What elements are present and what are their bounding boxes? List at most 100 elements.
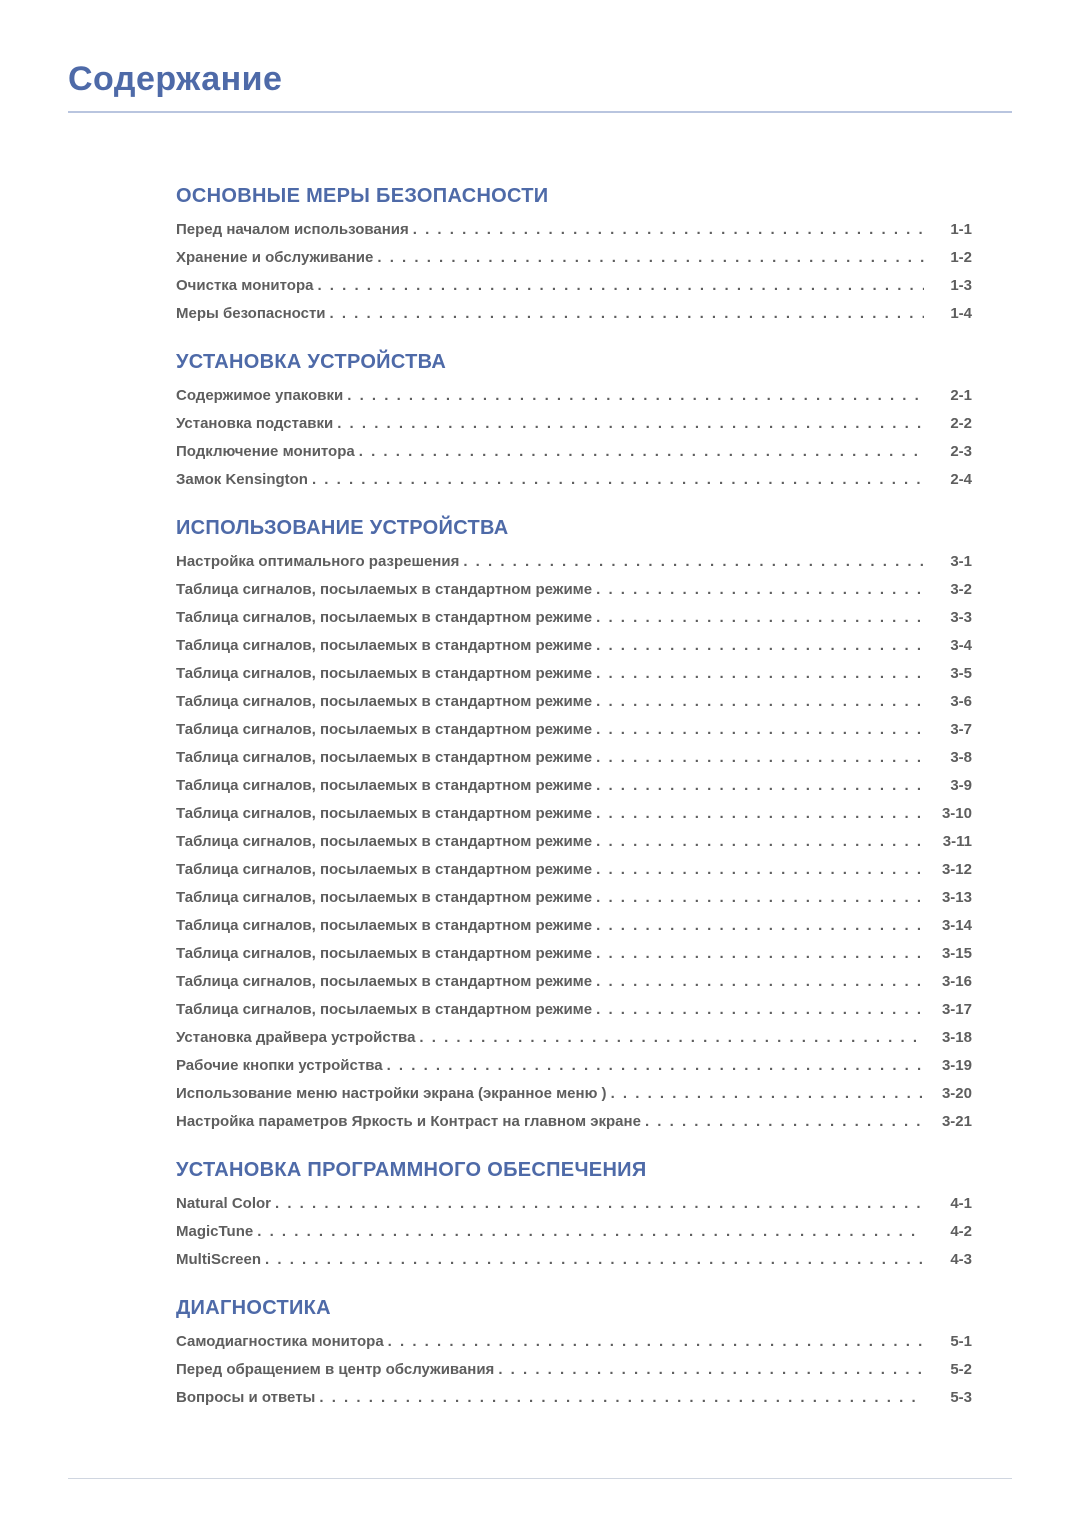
toc-entry[interactable]: Таблица сигналов, посылаемых в стандартн… (176, 946, 972, 961)
toc-entry[interactable]: Вопросы и ответы5-3 (176, 1390, 972, 1405)
section-heading: УСТАНОВКА УСТРОЙСТВА (176, 351, 972, 374)
toc-entry[interactable]: Таблица сигналов, посылаемых в стандартн… (176, 694, 972, 709)
toc-entry-label: Таблица сигналов, посылаемых в стандартн… (176, 582, 592, 597)
toc-entry[interactable]: Таблица сигналов, посылаемых в стандартн… (176, 974, 972, 989)
toc-entry-label: Настройка параметров Яркость и Контраст … (176, 1114, 641, 1129)
toc-entry-label: Самодиагностика монитора (176, 1334, 384, 1349)
toc-entry-page: 3-16 (924, 974, 972, 989)
toc-entry[interactable]: Настройка параметров Яркость и Контраст … (176, 1114, 972, 1129)
toc-entry-label: Таблица сигналов, посылаемых в стандартн… (176, 750, 592, 765)
toc-entry-label: Меры безопасности (176, 306, 326, 321)
toc-leader-dots (308, 472, 924, 487)
toc-entry-page: 5-1 (924, 1334, 972, 1349)
toc-entry[interactable]: Самодиагностика монитора 5-1 (176, 1334, 972, 1349)
toc-leader-dots (383, 1058, 924, 1073)
toc-entry[interactable]: Замок Kensington2-4 (176, 472, 972, 487)
toc-entry-page: 3-12 (924, 862, 972, 877)
toc-entry-label: Таблица сигналов, посылаемых в стандартн… (176, 862, 592, 877)
toc-leader-dots (313, 278, 924, 293)
toc-entry[interactable]: MultiScreen4-3 (176, 1252, 972, 1267)
toc-entry[interactable]: Настройка оптимального разрешения3-1 (176, 554, 972, 569)
toc-entry-page: 3-11 (924, 834, 972, 849)
toc-entry-page: 1-2 (924, 250, 972, 265)
toc-entry[interactable]: Очистка монитора1-3 (176, 278, 972, 293)
toc-leader-dots (607, 1086, 924, 1101)
toc-entry[interactable]: Содержимое упаковки 2-1 (176, 388, 972, 403)
section-heading: ИСПОЛЬЗОВАНИЕ УСТРОЙСТВА (176, 517, 972, 540)
toc-leader-dots (592, 862, 924, 877)
toc-entry-label: Использование меню настройки экрана (экр… (176, 1086, 607, 1101)
toc-leader-dots (592, 722, 924, 737)
toc-entry-page: 5-2 (924, 1362, 972, 1377)
toc-leader-dots (409, 222, 924, 237)
toc-section: ДИАГНОСТИКАСамодиагностика монитора5-1Пе… (176, 1297, 972, 1405)
toc-entry-label: Таблица сигналов, посылаемых в стандартн… (176, 610, 592, 625)
toc-entry-page: 3-10 (924, 806, 972, 821)
toc-entry-label: Хранение и обслуживание (176, 250, 373, 265)
toc-entry[interactable]: Использование меню настройки экрана (экр… (176, 1086, 972, 1101)
toc-entry-page: 3-17 (924, 1002, 972, 1017)
toc-entry[interactable]: Таблица сигналов, посылаемых в стандартн… (176, 834, 972, 849)
toc-entry[interactable]: Natural Color4-1 (176, 1196, 972, 1211)
toc-leader-dots (355, 444, 924, 459)
toc-entry[interactable]: Таблица сигналов, посылаемых в стандартн… (176, 722, 972, 737)
toc-entry-label: Таблица сигналов, посылаемых в стандартн… (176, 918, 592, 933)
toc-section: ИСПОЛЬЗОВАНИЕ УСТРОЙСТВА Настройка оптима… (176, 517, 972, 1129)
toc-leader-dots (592, 946, 924, 961)
toc-entry-page: 3-21 (924, 1114, 972, 1129)
toc-entry-label: Подключение монитора (176, 444, 355, 459)
toc-entry[interactable]: Таблица сигналов, посылаемых в стандартн… (176, 750, 972, 765)
toc-entry[interactable]: Хранение и обслуживание 1-2 (176, 250, 972, 265)
page-title: Содержание (68, 60, 1012, 113)
toc-entry-page: 3-20 (924, 1086, 972, 1101)
toc-entry-page: 2-1 (924, 388, 972, 403)
toc-leader-dots (592, 638, 924, 653)
toc-entry[interactable]: Перед обращением в центр обслуживания5-2 (176, 1362, 972, 1377)
toc-entry-label: Таблица сигналов, посылаемых в стандартн… (176, 722, 592, 737)
toc-leader-dots (592, 890, 924, 905)
toc-entry-label: Таблица сигналов, посылаемых в стандартн… (176, 974, 592, 989)
toc-entry-label: Таблица сигналов, посылаемых в стандартн… (176, 778, 592, 793)
toc-leader-dots (592, 806, 924, 821)
toc-entry[interactable]: Таблица сигналов, посылаемых в стандартн… (176, 1002, 972, 1017)
toc-leader-dots (253, 1224, 924, 1239)
toc-entry-label: Настройка оптимального разрешения (176, 554, 459, 569)
toc-entry-page: 3-18 (924, 1030, 972, 1045)
toc-entry[interactable]: Таблица сигналов, посылаемых в стандартн… (176, 666, 972, 681)
toc-entry[interactable]: Таблица сигналов, посылаемых в стандартн… (176, 918, 972, 933)
toc-entry-page: 3-8 (924, 750, 972, 765)
toc-body: ОСНОВНЫЕ МЕРЫ БЕЗОПАСНОСТИПеред началом … (68, 185, 1012, 1405)
toc-leader-dots (415, 1030, 924, 1045)
toc-entry[interactable]: Таблица сигналов, посылаемых в стандартн… (176, 890, 972, 905)
toc-entry[interactable]: Таблица сигналов, посылаемых в стандартн… (176, 806, 972, 821)
toc-entry-label: MagicTune (176, 1224, 253, 1239)
toc-entry[interactable]: Таблица сигналов, посылаемых в стандартн… (176, 778, 972, 793)
toc-leader-dots (343, 388, 924, 403)
toc-entry-page: 5-3 (924, 1390, 972, 1405)
toc-entry-page: 3-15 (924, 946, 972, 961)
toc-entry[interactable]: Меры безопасности1-4 (176, 306, 972, 321)
toc-entry[interactable]: Подключение монитора2-3 (176, 444, 972, 459)
toc-entry[interactable]: Рабочие кнопки устройства3-19 (176, 1058, 972, 1073)
toc-leader-dots (459, 554, 924, 569)
toc-entry-page: 3-5 (924, 666, 972, 681)
toc-entry-label: MultiScreen (176, 1252, 261, 1267)
toc-entry-label: Таблица сигналов, посылаемых в стандартн… (176, 638, 592, 653)
toc-leader-dots (592, 610, 924, 625)
toc-entry-label: Таблица сигналов, посылаемых в стандартн… (176, 666, 592, 681)
toc-entry[interactable]: Установка драйвера устройства3-18 (176, 1030, 972, 1045)
toc-entry[interactable]: Таблица сигналов, посылаемых в стандартн… (176, 610, 972, 625)
toc-entry-page: 1-3 (924, 278, 972, 293)
toc-entry[interactable]: Таблица сигналов, посылаемых в стандартн… (176, 862, 972, 877)
toc-entry-page: 4-2 (924, 1224, 972, 1239)
toc-leader-dots (592, 582, 924, 597)
toc-entry-label: Natural Color (176, 1196, 271, 1211)
toc-leader-dots (315, 1390, 924, 1405)
toc-entry[interactable]: Установка подставки2-2 (176, 416, 972, 431)
toc-entry[interactable]: Таблица сигналов, посылаемых в стандартн… (176, 638, 972, 653)
toc-entry[interactable]: Перед началом использования1-1 (176, 222, 972, 237)
toc-entry-label: Содержимое упаковки (176, 388, 343, 403)
toc-entry[interactable]: MagicTune 4-2 (176, 1224, 972, 1239)
toc-leader-dots (592, 694, 924, 709)
toc-entry[interactable]: Таблица сигналов, посылаемых в стандартн… (176, 582, 972, 597)
